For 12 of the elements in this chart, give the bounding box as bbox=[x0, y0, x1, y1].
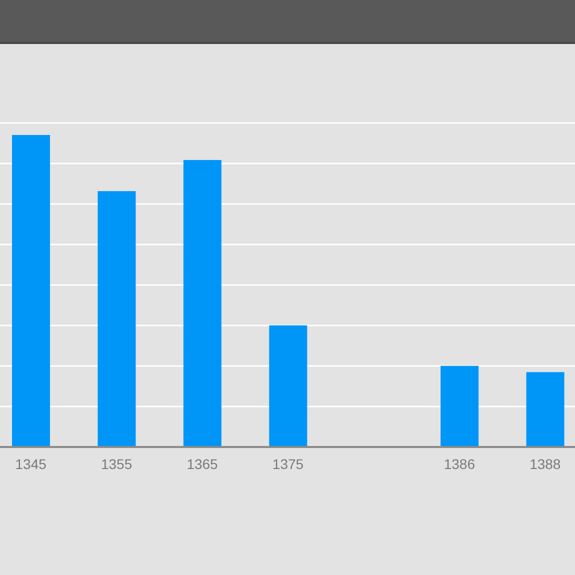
bar bbox=[98, 191, 136, 447]
x-tick-label: 1355 bbox=[100, 456, 132, 472]
bar bbox=[440, 366, 479, 447]
x-tick-label: 1365 bbox=[186, 456, 218, 472]
x-tick-label: 1388 bbox=[530, 456, 561, 472]
x-tick-label: 1375 bbox=[272, 456, 304, 472]
bar bbox=[12, 135, 50, 447]
x-tick-label: 1345 bbox=[15, 456, 47, 472]
bar bbox=[269, 325, 308, 447]
x-tick-label: 1386 bbox=[444, 456, 476, 472]
bar bbox=[183, 160, 222, 447]
bar bbox=[526, 372, 564, 447]
